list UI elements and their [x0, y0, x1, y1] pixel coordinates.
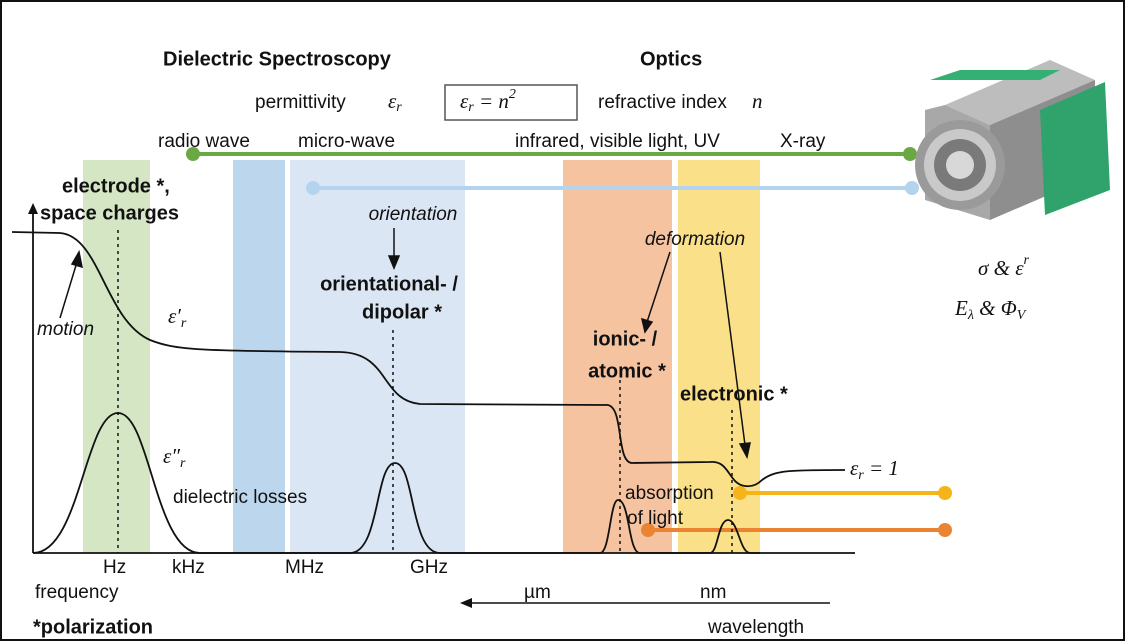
spectrum-label: micro-wave — [298, 131, 395, 152]
tick-label: nm — [700, 582, 726, 603]
unity-leader — [761, 469, 846, 481]
axis-label: wavelength — [707, 617, 804, 638]
device — [915, 60, 1110, 220]
label: absorption — [625, 483, 714, 504]
tick-label: Hz — [103, 557, 126, 578]
symbol: εr = 1 — [850, 456, 899, 483]
footnote: *polarization — [33, 616, 153, 638]
tick-label: kHz — [172, 557, 205, 578]
mechanism: motion — [37, 319, 94, 340]
band-blue — [233, 160, 285, 553]
label: dielectric losses — [173, 487, 307, 508]
real-curve — [11, 231, 763, 488]
arrows — [59, 228, 751, 460]
mechanism: electronic * — [680, 383, 788, 405]
tick-label: GHz — [410, 557, 448, 578]
label: permittivity — [255, 92, 346, 113]
symbol: ε″r — [163, 444, 186, 471]
mechanism: electrode *, — [62, 175, 170, 197]
device-label: σ & εr — [978, 253, 1029, 280]
spectrum-label: infrared, visible light, UV — [515, 131, 720, 152]
symbol: ε′r — [168, 304, 187, 331]
tick-label: MHz — [285, 557, 324, 578]
spectrum-label: X-ray — [780, 131, 826, 152]
equation-box — [444, 84, 578, 121]
label: refractive index — [598, 92, 727, 113]
header: Dielectric Spectroscopy — [163, 48, 392, 70]
band-orange — [563, 160, 672, 553]
mechanism: atomic * — [588, 360, 666, 382]
mechanism: ionic- / — [593, 328, 658, 350]
mechanism: orientation — [369, 204, 458, 225]
tick-label: µm — [524, 582, 551, 603]
mechanism: orientational- / — [320, 273, 458, 295]
symbol: n — [752, 89, 763, 113]
equation: εr = n2 — [460, 87, 516, 115]
label: of light — [627, 508, 684, 529]
header: Optics — [640, 48, 702, 70]
axis-label: frequency — [35, 582, 119, 603]
band-green — [83, 160, 150, 553]
device-label: Eλ & ΦV — [954, 296, 1027, 323]
mechanism: dipolar * — [362, 301, 442, 323]
connectors — [186, 147, 952, 537]
band-lightblue — [290, 160, 465, 553]
band-yellow — [678, 160, 760, 553]
symbol: εr — [388, 89, 402, 115]
spectrum-label: radio wave — [158, 131, 250, 152]
mechanism: space charges — [40, 202, 179, 224]
mechanism: deformation — [645, 229, 745, 250]
